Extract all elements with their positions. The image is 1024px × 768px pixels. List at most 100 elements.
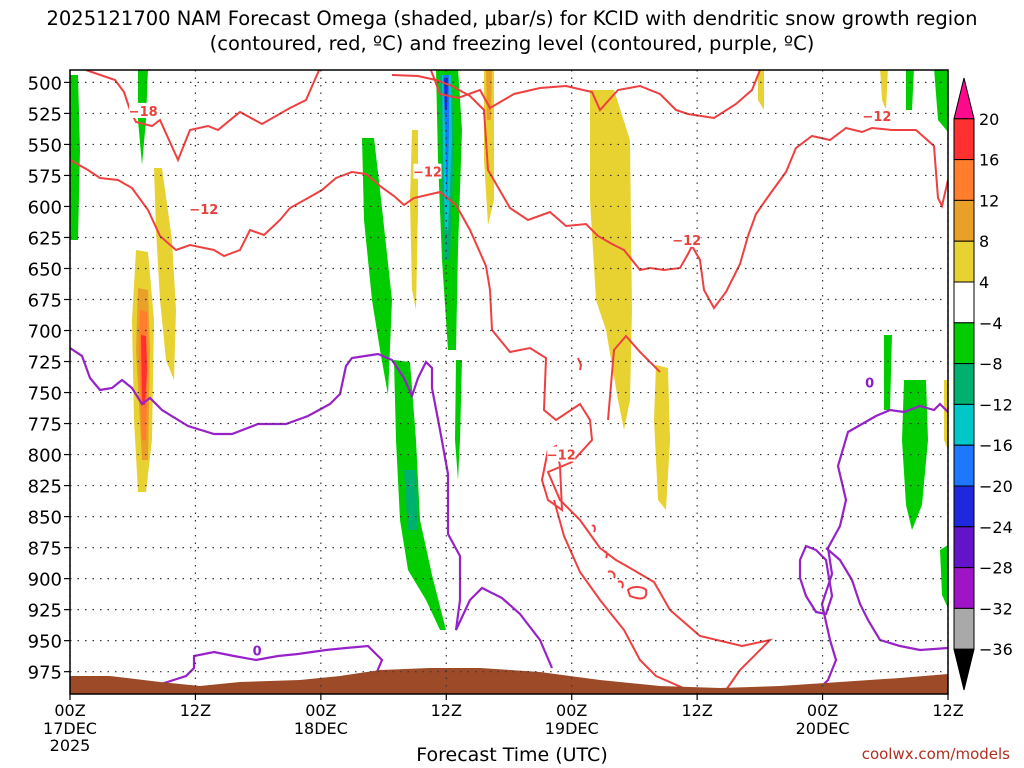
freezing-level-contours [70,347,948,691]
y-tick-label: 825 [28,477,62,498]
colorbar-label: −4 [979,314,1003,333]
contour-label-bg [672,231,701,247]
colorbar-label: 8 [979,232,989,251]
contour-label-bg [863,374,876,390]
omega-shade-green [70,75,80,240]
y-tick-label: 525 [28,104,62,125]
omega-shade-green [362,138,392,395]
y-tick-label: 575 [28,166,62,187]
shading-layer [70,70,948,694]
contour-label: −12 [189,203,218,218]
y-tick-label: 750 [28,384,62,405]
y-tick-label: 975 [28,663,62,684]
omega-shade-green [884,335,892,410]
colorbar-label: −20 [979,477,1013,496]
colorbar-swatch [953,485,975,528]
colorbar-swatch [953,607,975,650]
x-tick-label: 12Z [932,701,963,720]
colorbar-label: −24 [979,518,1013,537]
colorbar-swatch [953,363,975,405]
colorbar-label: 20 [979,110,999,129]
y-tick-label: 650 [28,259,62,280]
y-tick-label: 625 [28,228,62,249]
colorbar-swatch [953,526,975,569]
colorbar-label: −36 [979,640,1013,659]
credit-text: coolwx.com/models [861,745,1010,763]
terrain [70,668,948,694]
x-tick-label: 12Z [431,701,462,720]
omega-shade-yellow [880,70,888,110]
dgz-contours [70,70,948,691]
contour-label-bg [189,200,218,216]
x-date-label: 19DEC [545,719,599,738]
omega-shade-green [940,545,948,608]
y-tick-label: 950 [28,632,62,653]
x-tick-label: 00Z [54,701,85,720]
x-date-label: 17DEC [43,719,97,738]
y-tick-label: 550 [28,135,62,156]
colorbar-swatch [953,118,975,161]
contour-label: 0 [865,377,874,392]
colorbar-label: 16 [979,151,999,170]
x-tick-label: 12Z [681,701,712,720]
x-tick-label: 00Z [305,701,336,720]
colorbar-swatch [953,281,975,324]
contour-label-bg [251,642,264,658]
x-tick-label: 00Z [807,701,838,720]
colorbar-swatch [953,648,975,691]
omega-shade-yellow [944,380,948,450]
colorbar-swatch [953,159,975,201]
omega-shade-green [934,70,948,132]
colorbar-swatch [953,444,975,487]
y-tick-label: 500 [28,73,62,94]
y-tick-label: 850 [28,508,62,529]
colorbar-swatch [953,567,975,609]
omega-shade-yellow [154,168,176,380]
contour-label: −12 [672,234,701,249]
grid-layer [69,70,949,694]
omega-shade-yellow [484,70,494,225]
y-axis: 500 525 550 575 600 625 650 675 700 725 750 775 800 8… [28,73,70,684]
y-tick-label: 900 [28,570,62,591]
colorbar-label: 4 [979,273,989,292]
x-year-label: 2025 [50,736,91,755]
y-tick-label: 700 [28,322,62,343]
contour-label-bg [862,107,891,123]
omega-shade-yellow [590,90,632,430]
y-tick-label: 875 [28,539,62,560]
y-tick-label: 600 [28,197,62,218]
colorbar-label: −12 [979,395,1013,414]
contour-label-bg [413,163,442,179]
x-date-label: 18DEC [294,719,348,738]
colorbar-swatch [953,240,975,283]
contour-label-bg [547,446,576,462]
contour-label: −12 [413,166,442,181]
contour-label-bg [129,102,158,118]
x-axis-label: Forecast Time (UTC) [416,744,608,766]
contour-label-layer: −18 −12 −12 −12 −12 −12 0 0 [129,102,891,660]
colorbar-label: 12 [979,191,999,210]
omega-shade-green [394,360,446,630]
omega-shade-yellow [486,70,492,120]
plot-frame [69,69,949,695]
omega-shade-blue [443,75,449,210]
chart-title: 2025121700 NAM Forecast Omega (shaded, μ… [46,7,978,55]
y-tick-label: 775 [28,415,62,436]
y-tick-label: 675 [28,291,62,312]
omega-shade-green [455,360,462,480]
y-tick-label: 725 [28,353,62,374]
contour-label: −18 [129,105,158,120]
omega-shade-green [902,380,928,530]
colorbar-label: −16 [979,436,1013,455]
omega-shade-green [906,70,914,110]
y-tick-label: 800 [28,446,62,467]
x-tick-label: 12Z [180,701,211,720]
colorbar-swatch [953,77,975,120]
y-tick-label: 925 [28,601,62,622]
x-date-label: 20DEC [796,719,850,738]
contour-label: 0 [253,645,262,660]
colorbar-swatch [953,403,975,446]
x-tick-label: 00Z [556,701,587,720]
colorbar-label: −32 [979,599,1013,618]
